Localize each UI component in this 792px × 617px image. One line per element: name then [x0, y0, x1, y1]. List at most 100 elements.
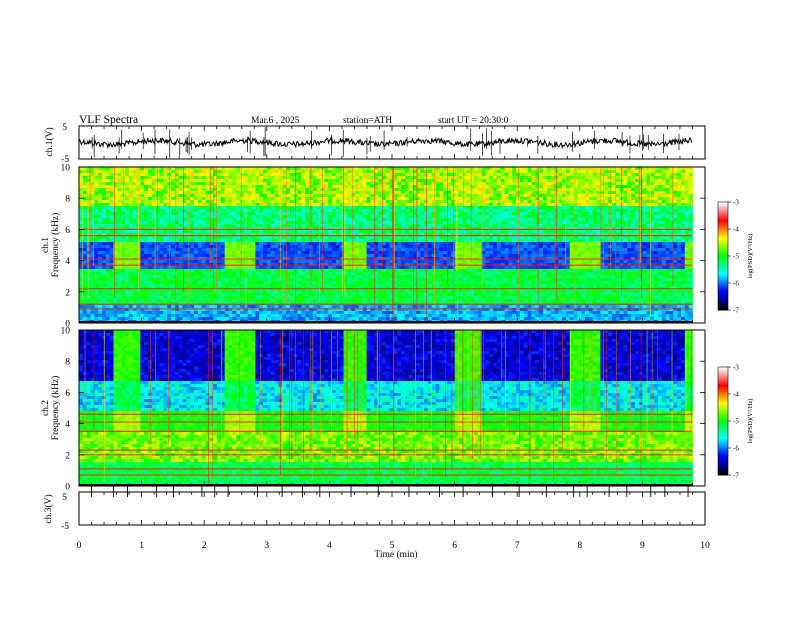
spectrogram-cell [213, 311, 217, 314]
spectrogram-cell [117, 200, 121, 203]
spectrogram-cell [190, 182, 194, 185]
spectrogram-cell [259, 173, 263, 176]
spectrogram-cell [298, 275, 302, 278]
spectrogram-cell [432, 296, 436, 299]
spectrogram-cell [248, 170, 252, 173]
spectrogram-cell [190, 293, 194, 296]
spectrogram-cell [370, 173, 374, 176]
spectrogram-cell [236, 251, 240, 254]
spectrogram-cell [401, 194, 405, 197]
spectrogram-cell [301, 296, 305, 299]
spectrogram-cell [267, 278, 271, 281]
spectrogram-cell [163, 242, 167, 245]
spectrogram-cell [374, 314, 378, 317]
spectrogram-cell [206, 215, 210, 218]
spectrogram-cell [370, 215, 374, 218]
spectrogram-cell [313, 239, 317, 242]
spectrogram-cell [252, 185, 256, 188]
spectrogram-cell [336, 173, 340, 176]
spectrogram-cell [413, 179, 417, 182]
spectrogram-cell [179, 218, 183, 221]
spectrogram-cell [114, 251, 118, 254]
spectrogram-cell [290, 224, 294, 227]
spectrogram-cell [405, 248, 409, 251]
spectrogram-cell [382, 305, 386, 308]
spectrogram-cell [359, 218, 363, 221]
spectrogram-cell [324, 305, 328, 308]
spectrogram-cell [282, 242, 286, 245]
spectrogram-cell [217, 290, 221, 293]
spectrogram-cell [144, 281, 148, 284]
spectrogram-cell [148, 281, 152, 284]
spectrogram-cell [267, 167, 271, 170]
spectrogram-cell [163, 221, 167, 224]
spectrogram-cell [252, 200, 256, 203]
spectrogram-cell [171, 239, 175, 242]
spectrogram-cell [133, 212, 137, 215]
spectrogram-cell [217, 278, 221, 281]
spectrogram-cell [259, 215, 263, 218]
spectrogram-cell [428, 170, 432, 173]
spectrogram-cell [344, 179, 348, 182]
spectrogram-cell [298, 185, 302, 188]
spectrogram-cell [190, 239, 194, 242]
spectrogram-cell [351, 173, 355, 176]
spectrogram-cell [324, 221, 328, 224]
spectrogram-cell [367, 170, 371, 173]
spectrogram-cell [332, 260, 336, 263]
spectrogram-cell [347, 317, 351, 320]
spectrogram-cell [171, 275, 175, 278]
spectrogram-cell [255, 224, 259, 227]
spectrogram-cell [317, 290, 321, 293]
spectrogram-cell [332, 266, 336, 269]
spectrogram-cell [163, 317, 167, 320]
spectrogram-cell [183, 260, 187, 263]
spectrogram-cell [183, 218, 187, 221]
spectrogram-cell [117, 272, 121, 275]
spectrogram-cell [217, 293, 221, 296]
spectrogram-cell [117, 266, 121, 269]
spectrogram-cell [248, 296, 252, 299]
spectrogram-cell [347, 194, 351, 197]
spectrogram-cell [248, 215, 252, 218]
spectrogram-cell [206, 203, 210, 206]
spectrogram-cell [244, 317, 248, 320]
spectrogram-cell [351, 293, 355, 296]
spectrogram-cell [367, 269, 371, 272]
spectrogram-cell [248, 236, 252, 239]
spectrogram-cell [324, 239, 328, 242]
spectrogram-cell [405, 245, 409, 248]
spectrogram-cell [328, 272, 332, 275]
spectrogram-cell [183, 314, 187, 317]
spectrogram-cell [359, 236, 363, 239]
spectrogram-cell [225, 266, 229, 269]
spectrogram-cell [152, 296, 156, 299]
spectrogram-cell [194, 167, 198, 170]
spectrogram-cell [332, 215, 336, 218]
spectrogram-cell [324, 185, 328, 188]
spectrogram-cell [171, 188, 175, 191]
spectrogram-cell [248, 293, 252, 296]
spectrogram-cell [255, 179, 259, 182]
spectrogram-cell [206, 269, 210, 272]
spectrogram-cell [397, 173, 401, 176]
spectrogram-cell [367, 245, 371, 248]
spectrogram-cell [378, 230, 382, 233]
spectrogram-cell [225, 299, 229, 302]
spectrogram-cell [171, 200, 175, 203]
spectrogram-cell [83, 230, 87, 233]
spectrogram-cell [160, 317, 164, 320]
spectrogram-cell [190, 206, 194, 209]
spectrogram-cell [190, 170, 194, 173]
spectrogram-cell [263, 245, 267, 248]
spectrogram-cell [183, 248, 187, 251]
spectrogram-cell [175, 209, 179, 212]
spectrogram-cell [275, 206, 279, 209]
spectrogram-cell [183, 251, 187, 254]
spectrogram-cell [229, 209, 233, 212]
spectrogram-cell [152, 200, 156, 203]
spectrogram-cell [351, 290, 355, 293]
spectrogram-cell [87, 275, 91, 278]
spectrogram-cell [94, 230, 98, 233]
spectrogram-cell [133, 272, 137, 275]
